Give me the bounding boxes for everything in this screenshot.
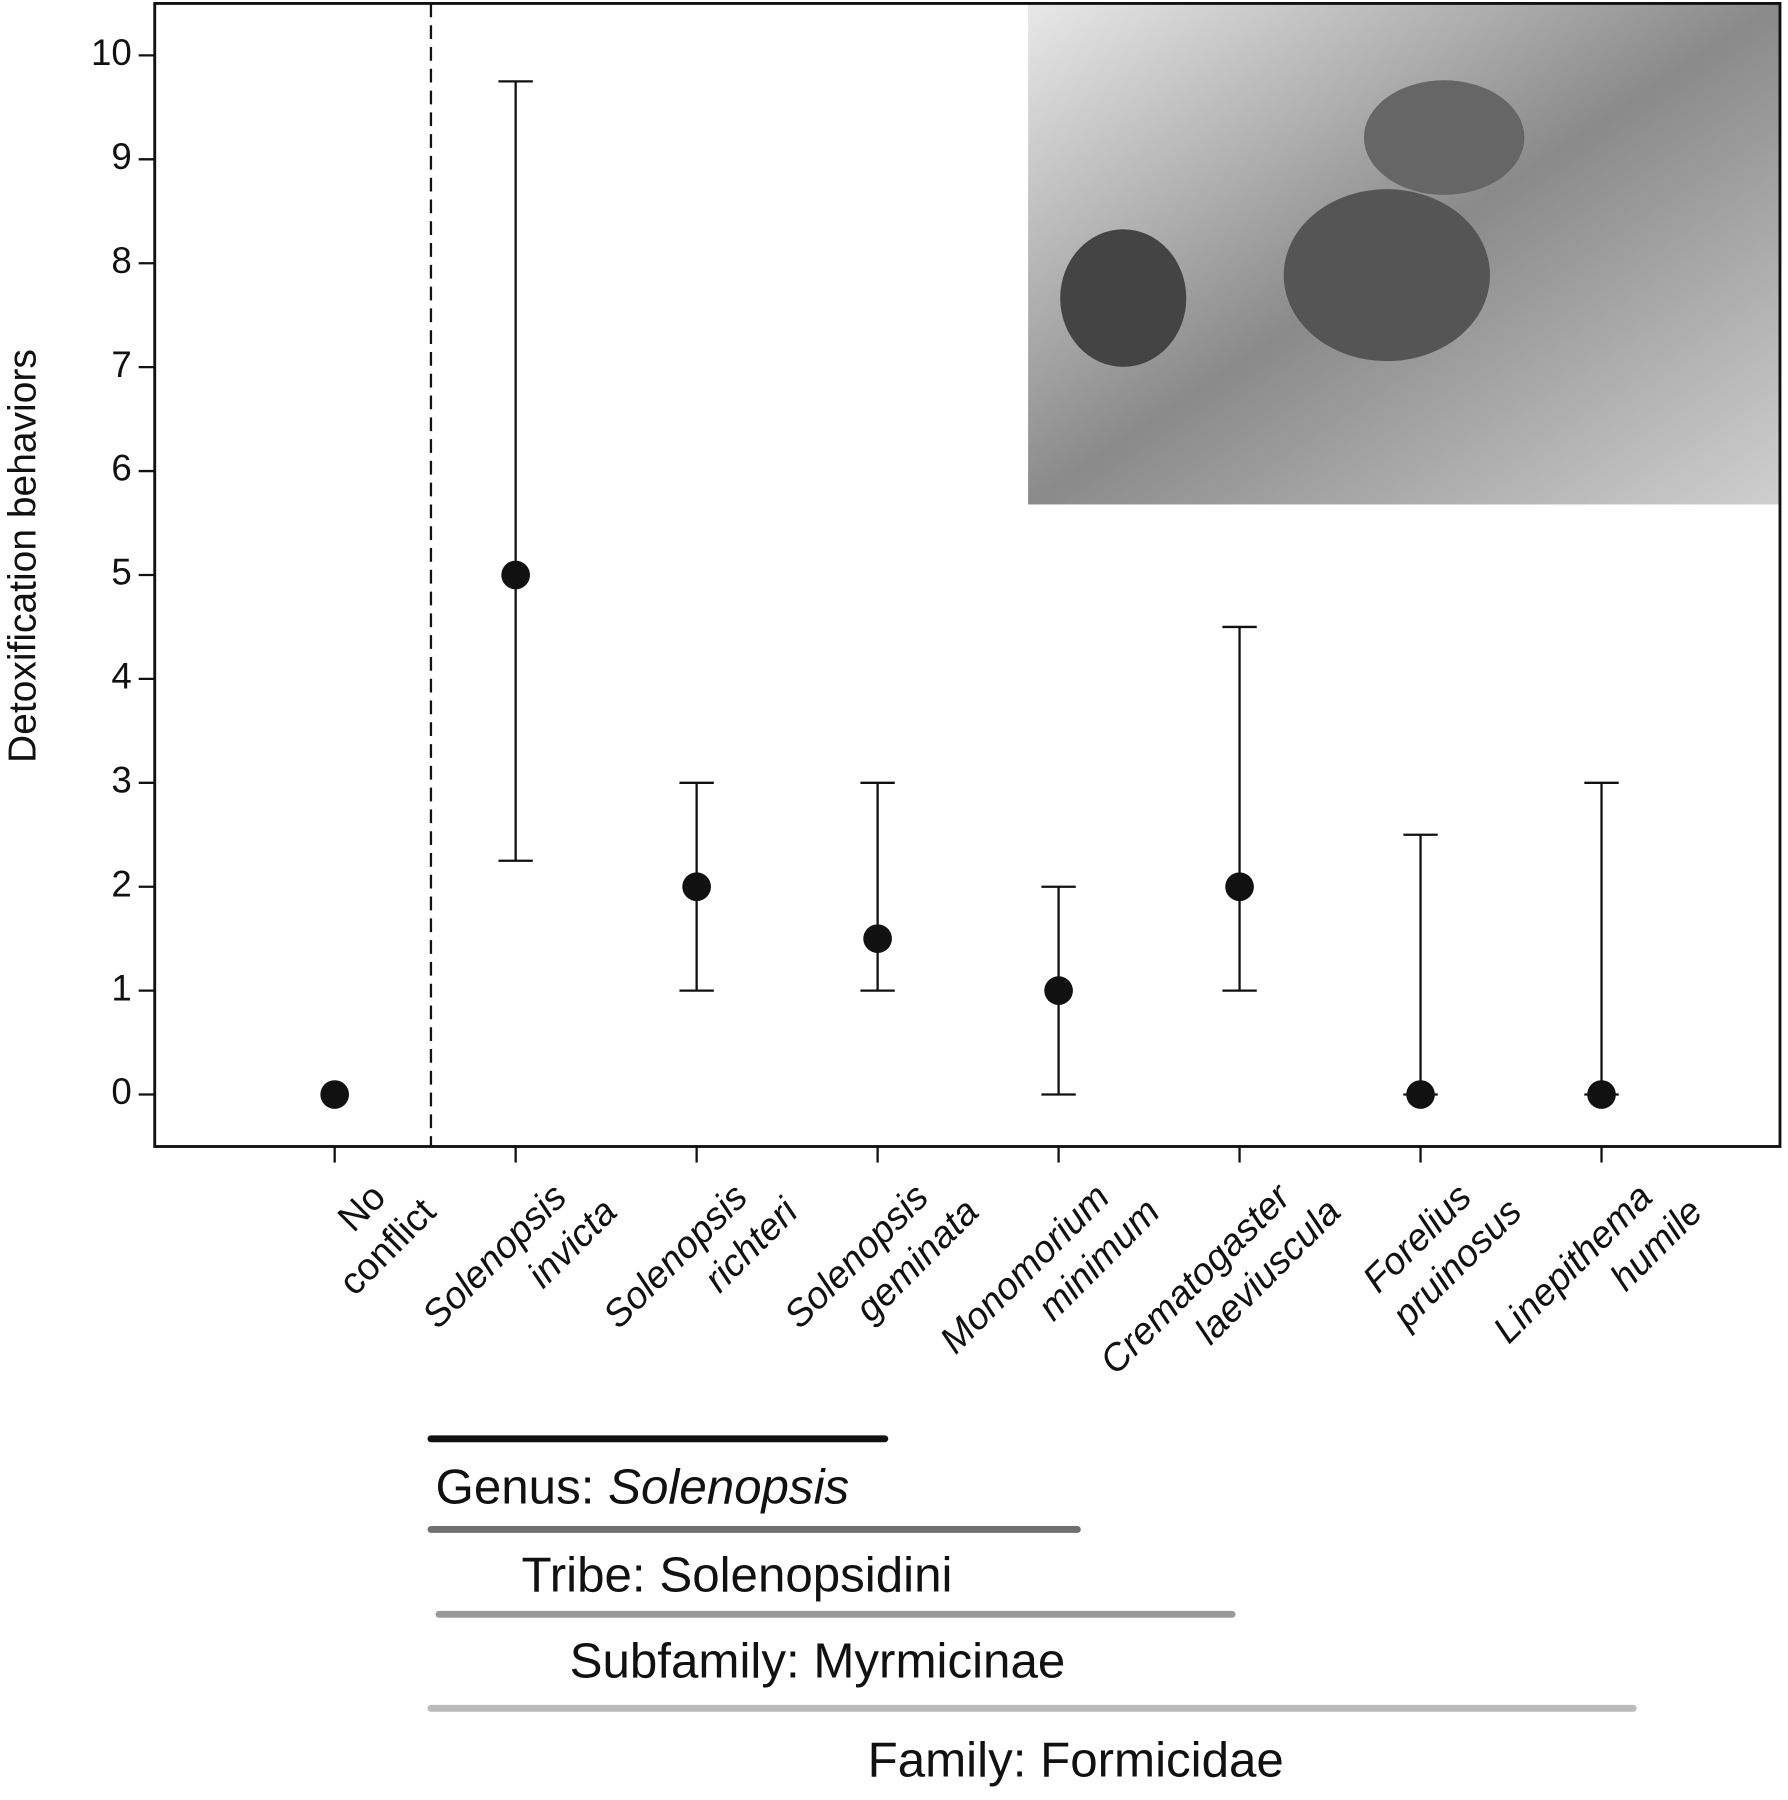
- y-tick-label: 2: [111, 863, 131, 904]
- y-tick-label: 3: [111, 759, 131, 800]
- point: [1225, 872, 1254, 902]
- y-tick-label: 7: [111, 344, 131, 385]
- y-tick-label: 9: [111, 136, 131, 177]
- y-tick-label: 0: [111, 1071, 131, 1112]
- point: [1044, 976, 1073, 1005]
- taxonomy-rank: Genus:: [436, 1459, 595, 1514]
- ant-photo-detail: [1283, 189, 1490, 362]
- point: [863, 924, 892, 953]
- y-axis-label: Detoxification behaviors: [2, 349, 45, 763]
- ant-photo-detail: [1363, 80, 1525, 195]
- taxonomy-name: Myrmicinae: [813, 1634, 1065, 1689]
- taxonomy-label: Subfamily: Myrmicinae: [570, 1634, 1066, 1689]
- y-tick-label: 5: [111, 552, 131, 593]
- point: [320, 1080, 350, 1109]
- taxonomy-name: Formicidae: [1040, 1732, 1284, 1787]
- y-tick-label: 8: [111, 240, 131, 281]
- point: [682, 872, 711, 902]
- taxonomy-label: Genus: Solenopsis: [436, 1459, 850, 1514]
- y-tick-label: 6: [111, 448, 131, 489]
- taxonomy-name: Solenopsidini: [659, 1548, 952, 1603]
- taxonomy-rank: Family:: [868, 1732, 1027, 1787]
- ant-photo-detail: [1060, 229, 1187, 367]
- y-tick-label: 10: [91, 32, 132, 73]
- taxonomy-rank: Tribe:: [522, 1548, 646, 1603]
- taxonomy-rank: Subfamily:: [570, 1634, 800, 1689]
- y-tick-label: 1: [111, 967, 131, 1008]
- taxonomy-label: Tribe: Solenopsidini: [522, 1548, 953, 1603]
- y-tick-label: 4: [111, 656, 131, 697]
- point: [1406, 1080, 1435, 1109]
- taxonomy-label: Family: Formicidae: [868, 1732, 1284, 1787]
- point: [501, 560, 530, 590]
- point: [1587, 1080, 1616, 1109]
- taxonomy-name: Solenopsis: [608, 1459, 849, 1514]
